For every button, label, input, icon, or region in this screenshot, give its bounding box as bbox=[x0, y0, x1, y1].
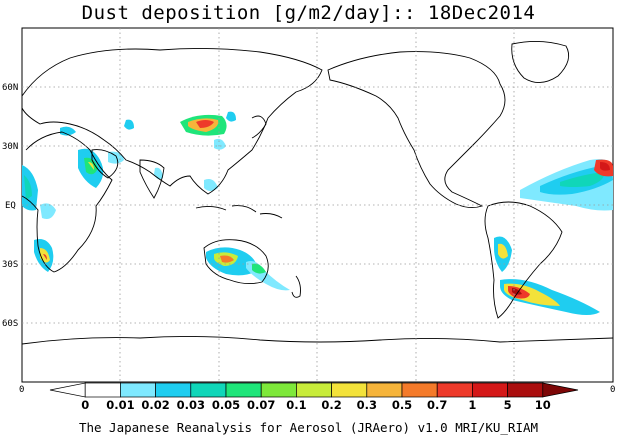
lat-label-30s: 30S bbox=[2, 260, 18, 270]
colorbar-segment bbox=[331, 382, 368, 398]
colorbar-tick-label: 5 bbox=[504, 398, 512, 412]
colorbar-tick-label: 0.03 bbox=[177, 398, 205, 412]
dust-shading-americas bbox=[494, 159, 613, 315]
colorbar-segment bbox=[260, 382, 297, 398]
colorbar-tick-label: 0.02 bbox=[141, 398, 169, 412]
india-outline bbox=[139, 159, 165, 199]
colorbar-segment bbox=[542, 382, 579, 398]
colorbar-segment bbox=[296, 382, 332, 398]
arabia-outline bbox=[91, 149, 119, 179]
colorbar-segment bbox=[472, 382, 508, 398]
antarctica-outline bbox=[21, 335, 614, 345]
colorbar-segment bbox=[401, 382, 438, 398]
lon-label-right: 0 bbox=[610, 385, 615, 395]
colorbar-tick-label: 10 bbox=[535, 398, 551, 412]
eurasia-outline bbox=[21, 47, 323, 195]
colorbar-labels: 0 0.01 0.02 0.03 0.05 0.07 0.1 0.2 0.3 0.5 0.7 1 5 10 bbox=[81, 398, 551, 412]
map-title: Dust deposition [g/m2/day]:: 18Dec2014 bbox=[81, 2, 536, 24]
lat-label-30n: 30N bbox=[2, 142, 18, 152]
footer-credit: The Japanese Reanalysis for Aerosol (JRA… bbox=[78, 420, 539, 435]
colorbar-tick-label: 0.1 bbox=[286, 398, 306, 412]
colorbar-segment bbox=[366, 382, 403, 398]
colorbar bbox=[49, 382, 579, 398]
lat-label-eq: EQ bbox=[5, 201, 16, 211]
colorbar-segment bbox=[49, 382, 86, 398]
colorbar-tick-label: 1 bbox=[468, 398, 476, 412]
lat-label-60s: 60S bbox=[2, 319, 18, 329]
colorbar-segment bbox=[120, 382, 156, 398]
colorbar-tick-label: 0 bbox=[81, 398, 89, 412]
colorbar-segment bbox=[84, 382, 121, 398]
colorbar-tick-label: 0.2 bbox=[321, 398, 341, 412]
colorbar-tick-label: 0.07 bbox=[247, 398, 275, 412]
coastlines bbox=[21, 41, 614, 345]
colorbar-tick-label: 0.5 bbox=[392, 398, 412, 412]
greenland-outline bbox=[511, 41, 570, 83]
colorbar-segment bbox=[436, 382, 473, 398]
africa-outline bbox=[21, 131, 113, 273]
lon-grid bbox=[119, 28, 515, 382]
dust-shading bbox=[22, 111, 290, 291]
north-america-outline bbox=[327, 51, 506, 209]
colorbar-tick-label: 0.05 bbox=[212, 398, 240, 412]
lon-label-left: 0 bbox=[19, 385, 24, 395]
map-frame bbox=[21, 27, 614, 383]
colorbar-tick-label: 0.7 bbox=[427, 398, 447, 412]
colorbar-segment bbox=[190, 382, 227, 398]
australia-outline bbox=[203, 239, 269, 285]
colorbar-tick-label: 0.3 bbox=[357, 398, 377, 412]
colorbar-segment bbox=[507, 382, 544, 398]
colorbar-tick-label: 0.01 bbox=[106, 398, 134, 412]
indonesia-outline bbox=[195, 205, 283, 219]
new-zealand-outline bbox=[291, 275, 301, 298]
japan-outline bbox=[251, 115, 267, 139]
colorbar-segment bbox=[225, 382, 262, 398]
lat-label-60n: 60N bbox=[2, 83, 18, 93]
colorbar-segment bbox=[155, 382, 192, 398]
